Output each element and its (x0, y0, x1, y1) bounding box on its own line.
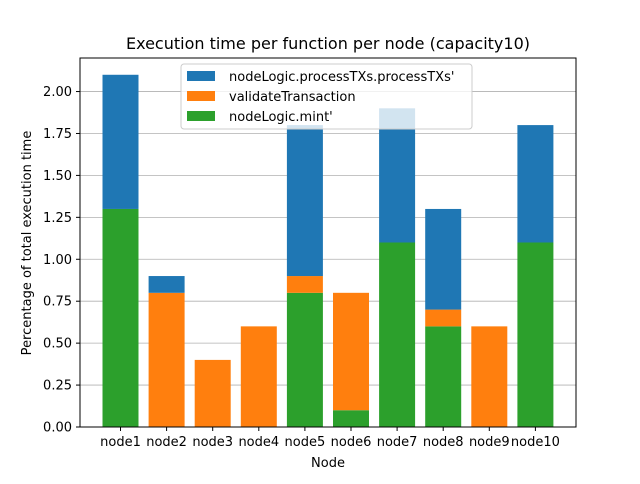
bar-node7-series-0 (379, 242, 416, 427)
x-tick-label: node5 (285, 435, 326, 450)
y-tick-label: 1.50 (43, 169, 72, 184)
legend-swatch (187, 91, 215, 101)
x-tick-label: node4 (238, 435, 279, 450)
legend-swatch (187, 111, 215, 121)
bar-node2-series-1 (148, 292, 185, 427)
legend-box (180, 63, 473, 130)
bar-node1-series-2 (102, 74, 139, 209)
bar-node6-series-0 (333, 410, 369, 427)
legend-label: validateTransaction (229, 90, 356, 105)
bar-node5-series-2 (286, 125, 323, 277)
x-tick-label: node8 (423, 435, 464, 450)
y-axis-label: Percentage of total execution time (20, 131, 35, 356)
plot-frame (79, 57, 577, 428)
bars (102, 74, 554, 427)
x-tick-label: node1 (100, 435, 141, 450)
bar-node5-series-1 (286, 276, 323, 293)
x-tick-label: node3 (192, 435, 233, 450)
bar-node2-series-2 (148, 276, 185, 293)
bar-node3-series-1 (194, 359, 231, 427)
bar-node1-series-0 (102, 208, 139, 427)
y-tick-label: 0.75 (43, 295, 72, 310)
bar-node9-series-1 (471, 326, 508, 427)
bar-node4-series-1 (240, 326, 277, 427)
bar-node10-series-2 (517, 125, 554, 243)
x-tick-label: node9 (469, 435, 510, 450)
y-tick-label: 2.00 (43, 85, 72, 100)
x-axis-label: Node (311, 456, 345, 471)
x-tick-label: node2 (146, 435, 187, 450)
bar-node6-series-1 (333, 292, 369, 411)
y-tick-label: 0.50 (43, 337, 72, 352)
y-tick-label: 0.25 (43, 379, 72, 394)
legend: nodeLogic.processTXs.processTXs' validate… (180, 63, 473, 130)
y-tick-label: 1.75 (43, 127, 72, 142)
x-tick-label: node6 (331, 435, 372, 450)
x-tick-label: node10 (511, 435, 560, 450)
y-axis-ticks: 0.00 0.25 0.50 0.75 1.00 1.25 1.50 1.75 2.00 (43, 85, 80, 436)
bar-node8-series-0 (425, 326, 462, 427)
bar-node8-series-1 (425, 309, 462, 327)
x-tick-label: node7 (377, 435, 418, 450)
legend-label: nodeLogic.processTXs.processTXs' (229, 70, 454, 85)
bar-node10-series-0 (517, 242, 554, 427)
legend-swatch (187, 71, 215, 81)
y-tick-label: 1.25 (43, 211, 72, 226)
y-tick-label: 0.00 (43, 421, 72, 436)
x-axis-ticks: node1 node2 node3 node4 node5 node6 node7 node8… (100, 427, 560, 450)
bar-node8-series-2 (425, 208, 462, 310)
bar-node7-series-2 (379, 108, 416, 243)
bar-node5-series-0 (286, 292, 323, 427)
legend-label: nodeLogic.mint' (229, 110, 333, 125)
y-tick-label: 1.00 (43, 253, 72, 268)
chart-title: Execution time per function per node (ca… (126, 34, 530, 53)
